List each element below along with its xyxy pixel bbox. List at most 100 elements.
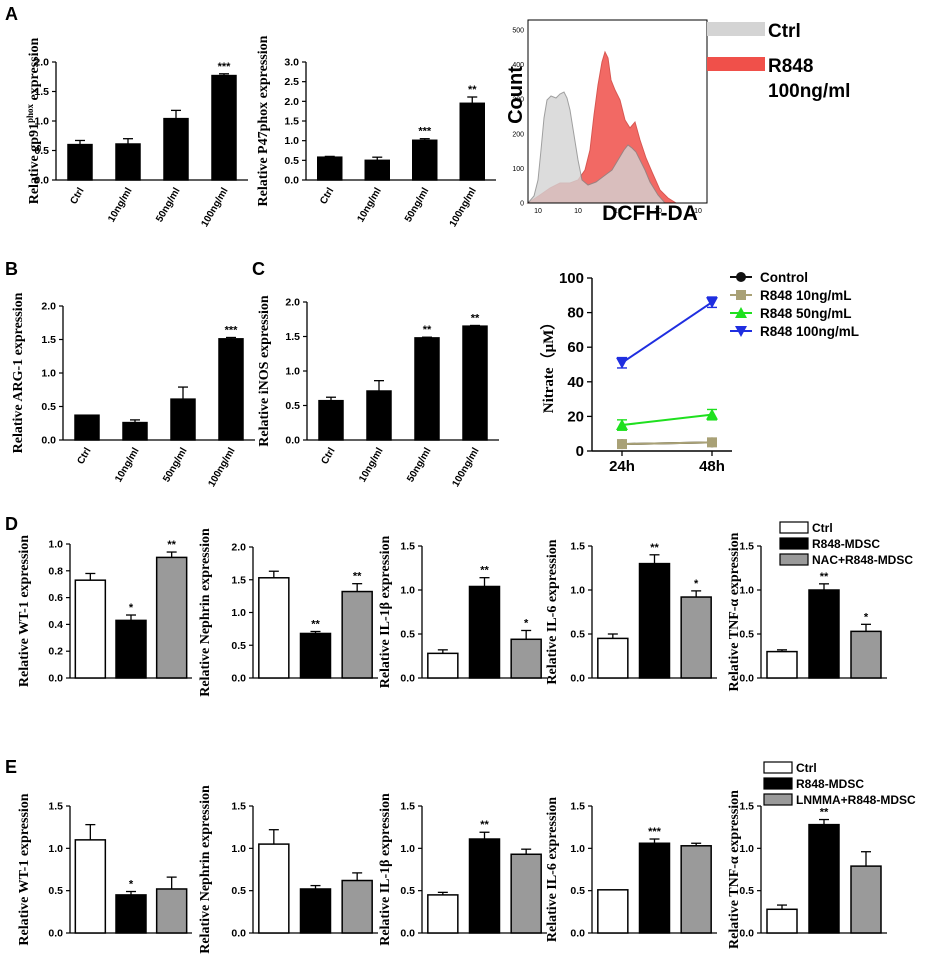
- y-tick-label: 1.5: [739, 541, 754, 553]
- bar-lnmma-r848-mdsc: [155, 888, 188, 934]
- marker-triangle-down: [706, 297, 718, 309]
- y-tick-label: 1.5: [285, 331, 300, 343]
- y-tick-label: 0.5: [41, 401, 56, 413]
- legend-label-r848: R848: [768, 56, 813, 77]
- y-tick-label: 100: [512, 166, 524, 173]
- x-tick-label: 48h: [699, 458, 725, 475]
- legend-label: NAC+R848-MDSC: [812, 553, 913, 567]
- y-tick-label: 1.5: [231, 574, 246, 586]
- bar-ctrl: [74, 579, 107, 679]
- plot-frame: [527, 19, 708, 204]
- bar-10ng-ml: [122, 421, 148, 441]
- y-axis-label: Relative ARG-1 expression: [11, 292, 26, 453]
- y-tick-label: 0.0: [48, 673, 63, 685]
- marker-square: [707, 437, 717, 448]
- y-axis-label: Relative WT-1 expression: [17, 535, 32, 687]
- category-label: 100ng/ml: [199, 186, 230, 229]
- y-tick-label: 1.0: [48, 843, 63, 855]
- y-tick-label: 0.2: [48, 646, 63, 658]
- chart-e4: 0.0 0.5 1.0 1.5 Relative IL-6 expression ***: [545, 797, 717, 942]
- y-tick-label: 2.0: [34, 57, 49, 69]
- y-axis-label: Relative IL-6 expression: [545, 539, 560, 684]
- legend: Ctrl R848-MDSC NAC+R848-MDSC: [779, 521, 913, 567]
- bar-50ng-ml: [163, 117, 189, 181]
- legend-swatch-r848: [707, 57, 765, 71]
- y-tick-label: 0.5: [48, 885, 63, 897]
- legend-label: R848 100ng/mL: [760, 324, 859, 339]
- chart-c1: 0.0 0.5 1.0 1.5 2.0 Relative iNOS expression C…: [252, 259, 499, 489]
- bar-r848-mdsc: [808, 823, 840, 934]
- legend-swatch: [763, 793, 793, 806]
- chart-b: 0.0 0.5 1.0 1.5 2.0 Relative ARG-1 expression…: [5, 259, 255, 489]
- y-axis-label: Relative Nephrin expression: [198, 785, 213, 954]
- bar-r848-mdsc: [115, 894, 147, 934]
- bar-r848-mdsc: [468, 585, 501, 679]
- y-tick-label: 1.0: [41, 368, 56, 380]
- y-axis-label: Count: [505, 66, 527, 124]
- series-line: [621, 301, 713, 364]
- legend-swatch: [779, 553, 809, 566]
- bar-ctrl: [597, 889, 629, 934]
- marker-triangle-down: [735, 326, 747, 337]
- significance-marker: *: [694, 578, 699, 590]
- y-axis-label: Relative WT-1 expression: [17, 793, 32, 945]
- y-tick-label: 80: [567, 305, 584, 322]
- y-label-superscript: phox: [25, 103, 35, 123]
- y-axis-label: Relative TNF-α expression: [727, 790, 742, 949]
- y-axis-label: Relative Nephrin expression: [198, 528, 213, 697]
- y-tick-label: 2.0: [284, 96, 299, 108]
- y-tick-label: 0.5: [400, 629, 415, 641]
- significance-marker: *: [524, 617, 529, 629]
- significance-marker: ***: [648, 826, 662, 838]
- category-label: Ctrl: [318, 186, 336, 207]
- y-tick-label: 0.5: [231, 885, 246, 897]
- panel-letter: E: [5, 757, 17, 777]
- y-tick-label: 0.0: [739, 928, 754, 940]
- bar-ctrl: [597, 637, 629, 679]
- marker-circle: [736, 272, 746, 282]
- y-tick-label: 0.5: [739, 629, 754, 641]
- bar-ctrl: [766, 908, 798, 934]
- y-tick-label: 500: [512, 28, 524, 35]
- y-tick-label: 0.5: [739, 885, 754, 897]
- y-tick-label: 0.5: [400, 885, 415, 897]
- bar-lnmma-r848-mdsc: [341, 879, 373, 934]
- bar-r848-mdsc: [468, 838, 501, 934]
- bar-10ng-ml: [115, 143, 141, 181]
- marker-triangle-up: [735, 307, 747, 318]
- bar-ctrl: [317, 156, 343, 181]
- y-tick-label: 1.0: [231, 843, 246, 855]
- bar-nac-r848-mdsc: [341, 590, 373, 679]
- y-tick-label: 2.0: [285, 297, 300, 309]
- y-tick-label: 400: [512, 62, 524, 69]
- y-tick-label: 2.0: [231, 542, 246, 554]
- y-tick-label: 100: [559, 270, 584, 287]
- panel-letter: C: [252, 259, 265, 279]
- bar-10ng-ml: [366, 390, 392, 441]
- y-axis-label: Relative IL-1β expression: [378, 793, 393, 946]
- y-tick-label: 1.5: [231, 801, 246, 813]
- y-tick-label: 0.0: [570, 673, 585, 685]
- y-tick-label: 0.4: [48, 619, 63, 631]
- y-label-part: Relative gp91: [27, 123, 42, 204]
- y-tick-label: 300: [512, 97, 524, 104]
- y-tick-label: 0.5: [570, 885, 585, 897]
- y-tick-label: 40: [567, 374, 584, 391]
- y-tick-label: 1.0: [570, 585, 585, 597]
- bar-r848-mdsc: [808, 589, 840, 679]
- series-line: [621, 441, 713, 446]
- y-tick-label: 1.5: [284, 116, 299, 128]
- x-tick-label: 24h: [609, 458, 635, 475]
- bar-ctrl: [258, 577, 290, 679]
- bar-ctrl: [427, 652, 459, 679]
- y-tick-label: 3.0: [284, 57, 299, 69]
- legend-label: LNMMA+R848-MDSC: [796, 793, 916, 807]
- significance-marker: ***: [225, 324, 239, 336]
- y-tick-label: 0.0: [570, 928, 585, 940]
- legend-swatch: [763, 777, 793, 790]
- panel-letter: A: [5, 4, 18, 24]
- bar-ctrl: [318, 399, 344, 441]
